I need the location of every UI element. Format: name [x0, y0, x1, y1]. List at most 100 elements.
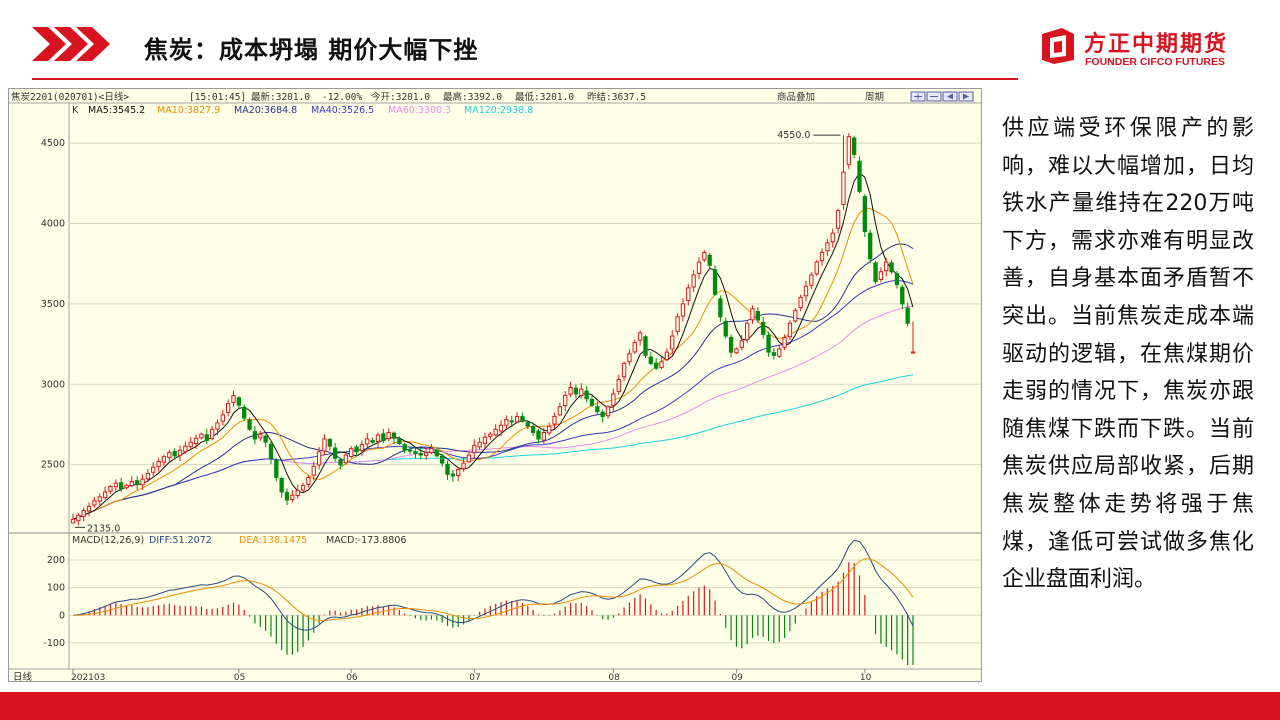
candle-body [300, 485, 306, 491]
candle-body [263, 435, 268, 443]
candle [584, 385, 589, 403]
candle [456, 467, 461, 482]
logo-name-en: FOUNDER CIFCO FUTURES [1085, 56, 1225, 68]
candle [290, 490, 295, 503]
candle [209, 425, 215, 441]
candle-body [611, 393, 616, 406]
candle-body [675, 316, 680, 332]
candle [199, 432, 204, 440]
candle-body [70, 518, 76, 524]
candle [124, 483, 129, 490]
candle [258, 430, 263, 441]
candle [220, 409, 225, 426]
candle-body [242, 406, 247, 419]
quote-low: 最低:3201.0 [515, 91, 574, 103]
candle [830, 228, 835, 248]
high-marker-label: 4550.0 [777, 130, 810, 141]
commodity-overlay-button[interactable]: 商品叠加 [777, 91, 815, 103]
candle [654, 357, 659, 370]
legend-ma20: MA20:3684.8 [234, 105, 297, 116]
candle-body [873, 262, 878, 282]
candle [135, 476, 140, 490]
legend-k: K [72, 105, 79, 116]
candle-body [397, 438, 402, 444]
candle-body [488, 433, 493, 438]
candle-body [161, 456, 167, 463]
candle [563, 390, 568, 412]
candle-body [664, 351, 670, 361]
candle-body [407, 449, 413, 452]
candle-body [322, 438, 327, 452]
candle [338, 457, 343, 470]
legend-ma40: MA40:3526.5 [311, 105, 374, 116]
candle-body [686, 287, 691, 302]
candle-body [97, 496, 102, 502]
candle-body [530, 426, 536, 434]
candle [648, 351, 653, 366]
candle [498, 420, 504, 437]
chevron-right-icon [54, 27, 88, 61]
candle-body [659, 361, 664, 368]
candle [514, 412, 520, 424]
candle-body [525, 422, 530, 427]
scroll-left-icon[interactable] [942, 91, 958, 102]
candle [825, 239, 830, 257]
candle [798, 294, 803, 312]
candle-body [429, 448, 434, 454]
candle-body [825, 242, 830, 252]
price-grid [69, 142, 981, 466]
candle [771, 348, 777, 360]
candle [381, 428, 386, 444]
moving-averages [72, 172, 914, 520]
candle [118, 477, 124, 492]
candle-body [819, 251, 825, 262]
macd-y-tick-label: 0 [59, 610, 65, 621]
candle [204, 428, 209, 445]
x-tick-label: 202103 [71, 673, 105, 682]
candle-body [851, 137, 857, 155]
candle-body [589, 398, 595, 406]
candle [242, 404, 247, 421]
candle [632, 339, 637, 355]
candle [349, 446, 354, 459]
period-button[interactable]: 周期 [865, 92, 884, 103]
candle-body [541, 432, 546, 441]
scroll-right-icon[interactable] [958, 91, 974, 102]
candle-body [167, 452, 172, 459]
candle-body [247, 419, 252, 430]
candle [600, 409, 605, 423]
candle-body [418, 453, 423, 456]
candle-body [113, 482, 118, 488]
zoom-in-icon[interactable] [910, 91, 926, 102]
candle-body [183, 445, 188, 453]
macd-legend-dea: DEA:138.1475 [239, 535, 307, 546]
candle [145, 469, 151, 482]
candle [750, 305, 755, 324]
candle [97, 493, 102, 506]
candle-body [809, 274, 814, 286]
candle [359, 440, 365, 457]
candle-body [338, 459, 343, 466]
candle [129, 476, 135, 488]
candle-body [712, 269, 718, 295]
y-tick-label: 4000 [41, 219, 65, 230]
candle-body [563, 395, 568, 407]
candle-body [728, 337, 734, 353]
candle-body [370, 439, 375, 443]
ma5-line [72, 172, 914, 520]
candle [696, 257, 702, 280]
candle [81, 507, 86, 522]
candle-body [306, 477, 311, 485]
candle [167, 449, 172, 462]
candle-body [862, 196, 868, 233]
candle [268, 439, 274, 465]
candle-body [236, 397, 242, 406]
quote-latest: 最新:3201.0 [251, 91, 310, 103]
candle [900, 284, 905, 310]
candle [835, 208, 841, 234]
candle [589, 395, 595, 407]
zoom-out-icon[interactable] [926, 91, 942, 102]
candle-body [456, 469, 461, 477]
candle-body [536, 430, 541, 440]
macd-y-tick-label: 100 [47, 583, 65, 594]
